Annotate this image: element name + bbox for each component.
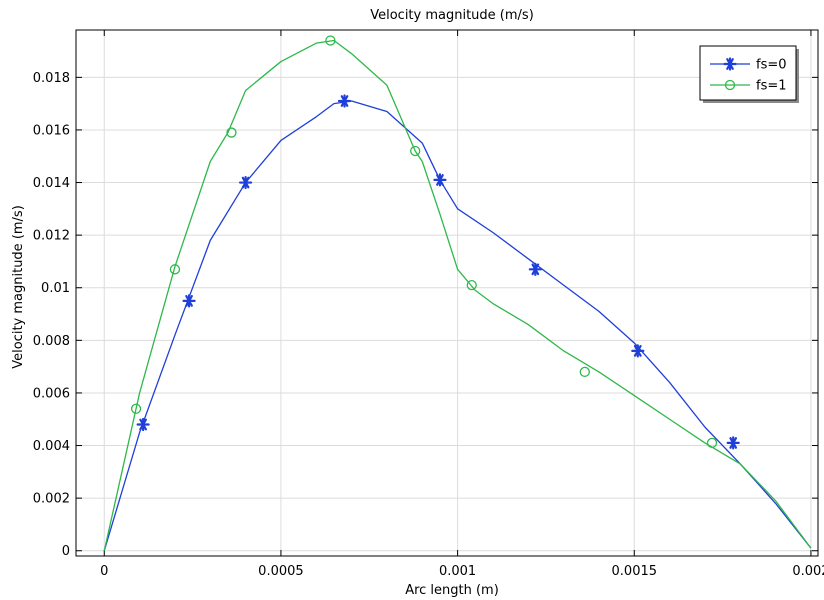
y-tick-label: 0.014: [33, 176, 70, 191]
data-point-marker: [706, 437, 718, 449]
y-tick-label: 0.006: [33, 386, 70, 401]
legend-box: [699, 45, 797, 101]
x-tick-label: 0.0005: [258, 564, 304, 579]
chart-title: Velocity magnitude (m/s): [370, 8, 534, 23]
data-point-marker: [325, 35, 336, 46]
y-tick-label: 0.01: [41, 281, 70, 296]
y-axis-label: Velocity magnitude (m/s): [11, 205, 26, 369]
legend-label: fs=1: [756, 79, 787, 94]
gridlines: [76, 30, 818, 556]
data-point-marker: [579, 366, 590, 378]
data-point-marker: [631, 344, 645, 358]
data-point-marker: [239, 175, 253, 190]
y-tick-label: 0.018: [33, 71, 70, 86]
data-point-marker: [182, 294, 196, 308]
y-tick-label: 0.002: [33, 492, 70, 507]
y-axis: 0 0.002 0.004 0.006 0.008 0.01 0.012 0.014 0.016…: [33, 71, 818, 559]
x-tick-label: 0.0015: [612, 564, 658, 579]
x-tick-label: 0.001: [439, 564, 476, 579]
x-axis: 0 0.0005 0.001 0.0015 0.002: [100, 30, 824, 579]
data-point-marker: [169, 264, 181, 275]
legend-marker: [724, 79, 736, 91]
plot-area: [75, 29, 819, 557]
series-fs=0: [103, 94, 812, 551]
x-tick-label: 0.002: [792, 564, 824, 579]
x-axis-label: Arc length (m): [405, 583, 499, 598]
data-point-marker: [528, 262, 542, 276]
x-tick-label: 0: [100, 564, 108, 579]
data-point-marker: [466, 279, 477, 291]
y-tick-label: 0.008: [33, 334, 70, 349]
y-tick-label: 0.012: [33, 229, 70, 244]
series-line: [103, 39, 812, 551]
data-point-marker: [726, 436, 740, 450]
data-point-marker: [337, 94, 352, 108]
y-tick-label: 0.016: [33, 123, 70, 138]
legend: fs=0 fs=1: [699, 45, 799, 103]
legend-marker: [723, 57, 737, 71]
y-tick-label: 0: [62, 544, 70, 559]
series-fs=1: [103, 35, 812, 551]
data-point-marker: [226, 127, 237, 138]
data-point-marker: [136, 417, 150, 432]
data-point-marker: [410, 145, 421, 157]
data-point-marker: [433, 173, 447, 187]
series-group: [103, 35, 812, 551]
y-tick-label: 0.004: [33, 439, 70, 454]
data-point-marker: [130, 403, 142, 414]
legend-label: fs=0: [756, 58, 787, 73]
